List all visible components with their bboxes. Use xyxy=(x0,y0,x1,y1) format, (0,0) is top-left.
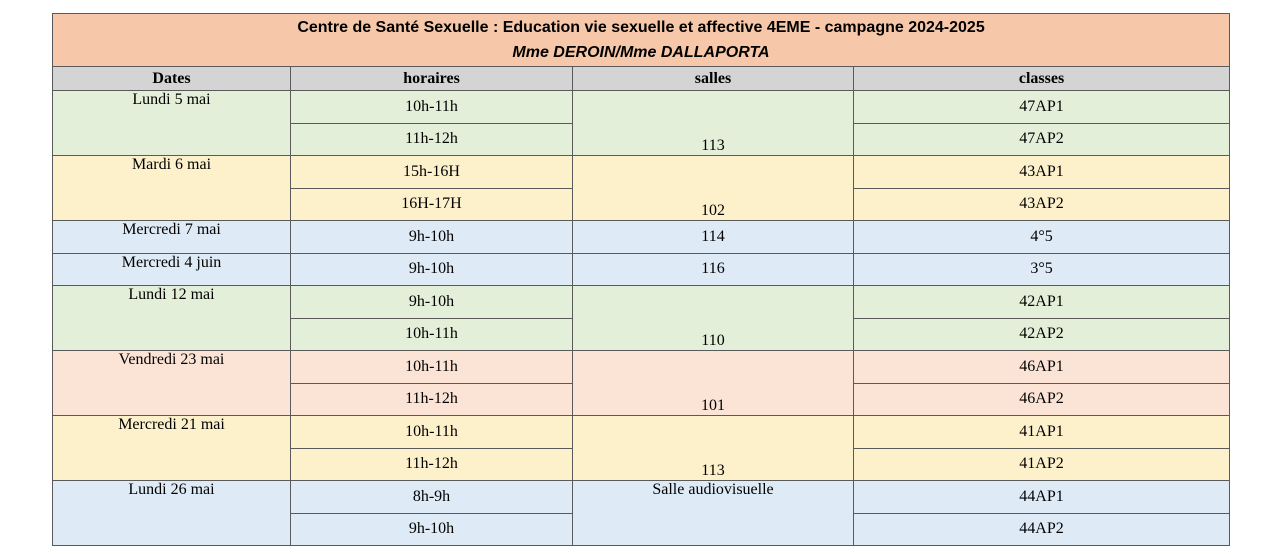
date-cell: Mercredi 7 mai xyxy=(52,220,291,254)
classe-cell: 44AP2 xyxy=(852,512,1231,546)
horaire-cell: 9h-10h xyxy=(290,512,573,546)
document-subtitle: Mme DEROIN/Mme DALLAPORTA xyxy=(512,44,770,61)
horaire-cell: 16H-17H xyxy=(290,187,573,221)
date-cell: Lundi 26 mai xyxy=(52,480,291,546)
salle-cell: 102 xyxy=(572,155,854,221)
salle-cell: 116 xyxy=(572,252,854,286)
salle-cell: 114 xyxy=(572,220,854,254)
classe-cell: 44AP1 xyxy=(852,480,1231,514)
salle-cell: 110 xyxy=(572,285,854,351)
horaire-cell: 11h-12h xyxy=(290,122,573,156)
salle-cell: 101 xyxy=(572,350,854,416)
horaire-cell: 10h-11h xyxy=(290,415,573,449)
classe-cell: 3°5 xyxy=(852,252,1231,286)
column-header-horaires: horaires xyxy=(290,66,573,91)
table-row: Mardi 6 mai 15h-16H 102 43AP1 xyxy=(52,155,1231,221)
classe-cell: 41AP1 xyxy=(852,415,1231,449)
horaire-cell: 15h-16H xyxy=(290,155,573,189)
date-cell: Mercredi 21 mai xyxy=(52,415,291,481)
horaire-cell: 9h-10h xyxy=(290,285,573,319)
table-row: Vendredi 23 mai 10h-11h 101 46AP1 xyxy=(52,350,1231,416)
document-title: Centre de Santé Sexuelle : Education vie… xyxy=(297,19,985,36)
classe-cell: 47AP2 xyxy=(852,122,1231,156)
salle-cell: 113 xyxy=(572,415,854,481)
column-header-classes: classes xyxy=(852,66,1231,91)
horaire-cell: 11h-12h xyxy=(290,447,573,481)
date-cell: Mardi 6 mai xyxy=(52,155,291,221)
horaire-cell: 8h-9h xyxy=(290,480,573,514)
salle-cell: Salle audiovisuelle xyxy=(572,480,854,546)
horaire-cell: 11h-12h xyxy=(290,382,573,416)
date-cell: Lundi 5 mai xyxy=(52,90,291,156)
horaire-cell: 10h-11h xyxy=(290,350,573,384)
schedule-document: Centre de Santé Sexuelle : Education vie… xyxy=(51,13,1231,546)
classe-cell: 46AP2 xyxy=(852,382,1231,416)
horaire-cell: 9h-10h xyxy=(290,252,573,286)
classe-cell: 47AP1 xyxy=(852,90,1231,124)
classe-cell: 41AP2 xyxy=(852,447,1231,481)
classe-cell: 4°5 xyxy=(852,220,1231,254)
horaire-cell: 10h-11h xyxy=(290,90,573,124)
schedule-table: Centre de Santé Sexuelle : Education vie… xyxy=(51,13,1231,546)
horaire-cell: 10h-11h xyxy=(290,317,573,351)
horaire-cell: 9h-10h xyxy=(290,220,573,254)
classe-cell: 42AP2 xyxy=(852,317,1231,351)
salle-cell: 113 xyxy=(572,90,854,156)
date-cell: Lundi 12 mai xyxy=(52,285,291,351)
date-cell: Vendredi 23 mai xyxy=(52,350,291,416)
column-header-salles: salles xyxy=(572,66,854,91)
classe-cell: 46AP1 xyxy=(852,350,1231,384)
classe-cell: 43AP1 xyxy=(852,155,1231,189)
date-cell: Mercredi 4 juin xyxy=(52,252,291,286)
column-header-dates: Dates xyxy=(52,66,291,91)
table-row: Lundi 26 mai 8h-9h Salle audiovisuelle 44AP… xyxy=(52,480,1231,546)
table-row: Lundi 12 mai 9h-10h 110 42AP1 xyxy=(52,285,1231,351)
classe-cell: 43AP2 xyxy=(852,187,1231,221)
table-title-cell: Centre de Santé Sexuelle : Education vie… xyxy=(51,13,1231,67)
table-row: Lundi 5 mai 10h-11h 113 47AP1 xyxy=(52,90,1231,156)
table-row: Mercredi 7 mai 9h-10h 114 4°5 xyxy=(52,220,1231,254)
schedule-body: Lundi 5 mai 10h-11h 113 47AP1 11h-12h 47AP2 Ma… xyxy=(52,90,1231,546)
table-row: Mercredi 21 mai 10h-11h 113 41AP1 xyxy=(52,415,1231,481)
table-row: Mercredi 4 juin 9h-10h 116 3°5 xyxy=(52,252,1231,286)
classe-cell: 42AP1 xyxy=(852,285,1231,319)
